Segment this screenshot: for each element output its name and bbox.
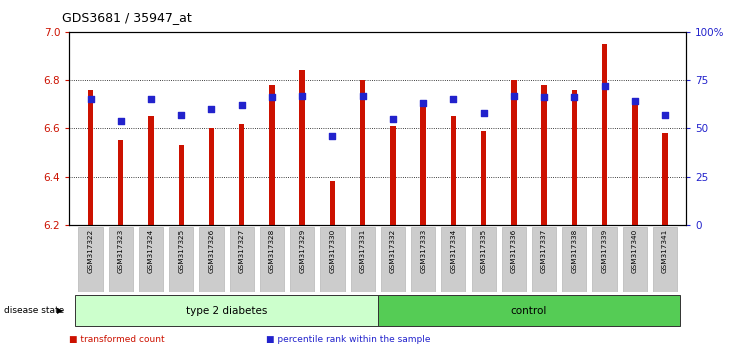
Bar bbox=[299, 70, 305, 225]
Point bbox=[296, 93, 308, 98]
Bar bbox=[602, 44, 607, 225]
Point bbox=[508, 93, 520, 98]
Text: GSM317331: GSM317331 bbox=[360, 229, 366, 273]
Text: GSM317322: GSM317322 bbox=[88, 229, 93, 273]
Point bbox=[387, 116, 399, 121]
Point bbox=[569, 95, 580, 100]
Text: GSM317335: GSM317335 bbox=[480, 229, 487, 273]
Bar bbox=[441, 227, 466, 292]
Bar bbox=[390, 126, 396, 225]
Text: GSM317332: GSM317332 bbox=[390, 229, 396, 273]
Bar bbox=[662, 133, 668, 225]
Bar bbox=[502, 227, 526, 292]
Point bbox=[357, 93, 369, 98]
Text: GSM317338: GSM317338 bbox=[572, 229, 577, 273]
Text: GSM317326: GSM317326 bbox=[209, 229, 215, 273]
Point bbox=[629, 98, 641, 104]
Text: GSM317339: GSM317339 bbox=[602, 229, 607, 273]
Text: GSM317323: GSM317323 bbox=[118, 229, 124, 273]
Bar bbox=[179, 145, 184, 225]
Bar bbox=[378, 295, 680, 326]
Point bbox=[145, 97, 157, 102]
Text: type 2 diabetes: type 2 diabetes bbox=[186, 306, 267, 316]
Bar bbox=[420, 104, 426, 225]
Bar bbox=[481, 131, 486, 225]
Point bbox=[447, 97, 459, 102]
Bar bbox=[209, 129, 214, 225]
Bar bbox=[320, 227, 345, 292]
Text: GSM317327: GSM317327 bbox=[239, 229, 245, 273]
Point bbox=[326, 133, 338, 139]
Text: GSM317334: GSM317334 bbox=[450, 229, 456, 273]
Bar bbox=[472, 227, 496, 292]
Text: GSM317324: GSM317324 bbox=[148, 229, 154, 273]
Text: disease state: disease state bbox=[4, 306, 64, 315]
Bar bbox=[572, 90, 577, 225]
Text: GSM317328: GSM317328 bbox=[269, 229, 275, 273]
Text: GSM317330: GSM317330 bbox=[329, 229, 335, 273]
Bar bbox=[148, 116, 154, 225]
Bar bbox=[381, 227, 405, 292]
Point bbox=[236, 102, 247, 108]
Bar bbox=[532, 227, 556, 292]
Text: GSM317325: GSM317325 bbox=[178, 229, 184, 273]
Point bbox=[206, 106, 218, 112]
Point bbox=[266, 95, 278, 100]
Text: GSM317329: GSM317329 bbox=[299, 229, 305, 273]
Bar bbox=[290, 227, 315, 292]
Bar bbox=[542, 85, 547, 225]
Bar bbox=[169, 227, 193, 292]
Bar bbox=[632, 102, 637, 225]
Point bbox=[538, 95, 550, 100]
Point bbox=[175, 112, 187, 118]
Bar bbox=[88, 90, 93, 225]
Point bbox=[115, 118, 126, 124]
Text: GSM317341: GSM317341 bbox=[662, 229, 668, 273]
Bar bbox=[511, 80, 517, 225]
Bar bbox=[230, 227, 254, 292]
Text: control: control bbox=[511, 306, 548, 316]
Text: ▶: ▶ bbox=[57, 306, 64, 315]
Bar bbox=[269, 85, 274, 225]
Bar bbox=[139, 227, 163, 292]
Bar bbox=[411, 227, 435, 292]
Bar bbox=[199, 227, 223, 292]
Bar bbox=[350, 227, 374, 292]
Bar bbox=[330, 181, 335, 225]
Point bbox=[477, 110, 489, 116]
Point bbox=[659, 112, 671, 118]
Bar bbox=[109, 227, 133, 292]
Text: GSM317337: GSM317337 bbox=[541, 229, 547, 273]
Bar bbox=[78, 227, 103, 292]
Bar bbox=[239, 124, 245, 225]
Bar bbox=[653, 227, 677, 292]
Bar bbox=[623, 227, 647, 292]
Bar bbox=[260, 227, 284, 292]
Text: ■ percentile rank within the sample: ■ percentile rank within the sample bbox=[266, 335, 431, 344]
Bar bbox=[118, 141, 123, 225]
Text: GDS3681 / 35947_at: GDS3681 / 35947_at bbox=[62, 11, 192, 24]
Text: GSM317340: GSM317340 bbox=[631, 229, 638, 273]
Bar bbox=[450, 116, 456, 225]
Point bbox=[85, 97, 96, 102]
Bar bbox=[360, 80, 366, 225]
Text: GSM317333: GSM317333 bbox=[420, 229, 426, 273]
Text: GSM317336: GSM317336 bbox=[511, 229, 517, 273]
Bar bbox=[562, 227, 586, 292]
Point bbox=[599, 83, 610, 89]
Bar bbox=[75, 295, 378, 326]
Bar bbox=[593, 227, 617, 292]
Text: ■ transformed count: ■ transformed count bbox=[69, 335, 165, 344]
Point bbox=[418, 101, 429, 106]
